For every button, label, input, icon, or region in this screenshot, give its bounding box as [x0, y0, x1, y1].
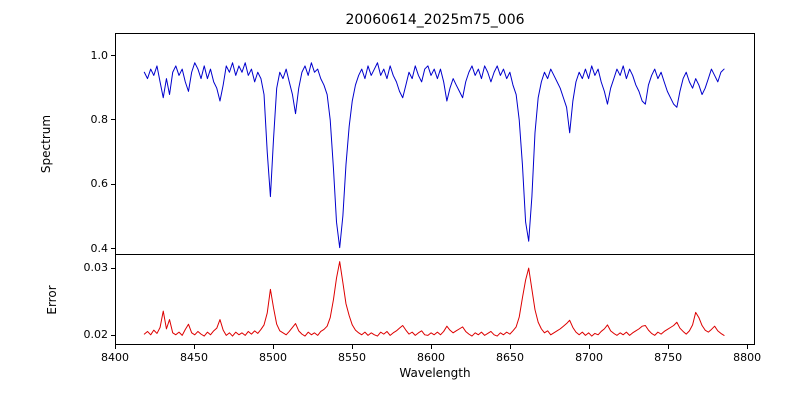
- x-tick-mark: [351, 345, 353, 349]
- x-tick-label: 8600: [417, 351, 446, 364]
- spectrum-plot-canvas: [143, 62, 725, 249]
- x-tick-label: 8500: [259, 351, 288, 364]
- error-panel: [115, 255, 755, 345]
- spectrum-panel: [115, 33, 755, 255]
- y-tick-mark: [111, 334, 115, 336]
- x-tick-mark: [509, 345, 511, 349]
- y-tick-mark: [111, 119, 115, 121]
- y-tick-mark: [111, 183, 115, 185]
- chart-title: 20060614_2025m75_006: [345, 12, 525, 28]
- error-line: [143, 261, 725, 337]
- x-tick-label: 8800: [733, 351, 762, 364]
- x-tick-label: 8700: [575, 351, 604, 364]
- y-tick-label: 0.03: [83, 261, 109, 275]
- y-tick-mark: [111, 55, 115, 57]
- y-tick-label: 0.6: [90, 177, 109, 191]
- x-tick-mark: [746, 345, 748, 349]
- x-axis-label: Wavelength: [399, 366, 471, 380]
- x-tick-mark: [272, 345, 274, 349]
- x-tick-label: 8650: [496, 351, 525, 364]
- x-tick-label: 8550: [338, 351, 367, 364]
- x-tick-label: 8450: [180, 351, 208, 364]
- error-plot-canvas: [143, 261, 725, 337]
- y-tick-label: 0.8: [90, 112, 109, 126]
- y-tick-mark: [111, 248, 115, 250]
- x-tick-label: 8750: [654, 351, 683, 364]
- x-tick-label: 8400: [101, 351, 129, 364]
- x-tick-mark: [430, 345, 432, 349]
- x-tick-mark: [193, 345, 195, 349]
- x-tick-mark: [588, 345, 590, 349]
- y-tick-label: 0.4: [90, 241, 109, 255]
- y-axis-label-spectrum: Spectrum: [39, 114, 53, 174]
- spectrum-line: [143, 62, 725, 249]
- y-tick-mark: [111, 267, 115, 269]
- x-tick-mark: [667, 345, 669, 349]
- x-tick-mark: [114, 345, 116, 349]
- y-tick-label: 1.0: [90, 48, 109, 62]
- y-axis-label-error: Error: [45, 285, 59, 315]
- y-tick-label: 0.02: [83, 328, 109, 341]
